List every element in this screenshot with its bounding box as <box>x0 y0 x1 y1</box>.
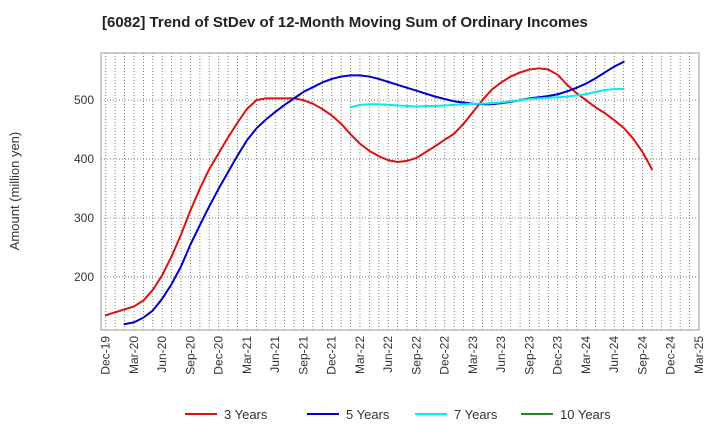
x-tick-label: Mar-22 <box>353 336 367 374</box>
x-tick-label: Sep-23 <box>522 336 536 375</box>
legend-label: 10 Years <box>560 407 611 422</box>
series-lines <box>104 60 653 326</box>
x-tick-label: Mar-24 <box>579 336 593 374</box>
series-line-7-years <box>349 87 625 109</box>
y-tick-label: 300 <box>74 211 94 225</box>
x-tick-label: Jun-20 <box>155 336 169 373</box>
x-tick-label: Mar-20 <box>127 336 141 374</box>
x-tick-label: Sep-20 <box>183 336 197 375</box>
x-tick-label: Mar-21 <box>240 336 254 374</box>
grid <box>101 53 700 330</box>
x-tick-label: Jun-23 <box>494 336 508 373</box>
x-tick-label: Dec-20 <box>212 336 226 375</box>
legend-label: 5 Years <box>346 407 390 422</box>
legend-label: 3 Years <box>224 407 268 422</box>
x-axis: Dec-19 Mar-20 Jun-20 Sep-20 Dec-20 Mar-21 Jun-… <box>99 336 706 375</box>
x-tick-label: Dec-24 <box>664 336 678 375</box>
x-tick-label: Sep-21 <box>296 336 310 375</box>
plot-area <box>100 52 700 331</box>
x-tick-label: Jun-24 <box>607 336 621 373</box>
x-tick-label: Sep-24 <box>635 336 649 375</box>
x-tick-label: Mar-23 <box>466 336 480 374</box>
x-tick-label: Dec-23 <box>551 336 565 375</box>
y-tick-label: 500 <box>74 93 94 107</box>
x-tick-label: Mar-25 <box>692 336 706 374</box>
x-tick-label: Sep-22 <box>409 336 423 375</box>
x-tick-label: Dec-22 <box>438 336 452 375</box>
x-tick-label: Jun-22 <box>381 336 395 373</box>
y-tick-label: 400 <box>74 152 94 166</box>
y-tick-label: 200 <box>74 270 94 284</box>
legend-label: 7 Years <box>454 407 498 422</box>
legend: 3 Years 5 Years 7 Years 10 Years <box>185 407 611 422</box>
series-line-5-years <box>123 60 625 326</box>
y-axis: 200 300 400 500 <box>74 93 94 284</box>
x-tick-label: Dec-21 <box>325 336 339 375</box>
x-tick-label: Dec-19 <box>99 336 113 375</box>
chart-title: [6082] Trend of StDev of 12-Month Moving… <box>102 14 588 31</box>
x-tick-label: Jun-21 <box>268 336 282 373</box>
series-line-3-years <box>104 67 653 317</box>
y-axis-title: Amount (million yen) <box>7 132 22 251</box>
